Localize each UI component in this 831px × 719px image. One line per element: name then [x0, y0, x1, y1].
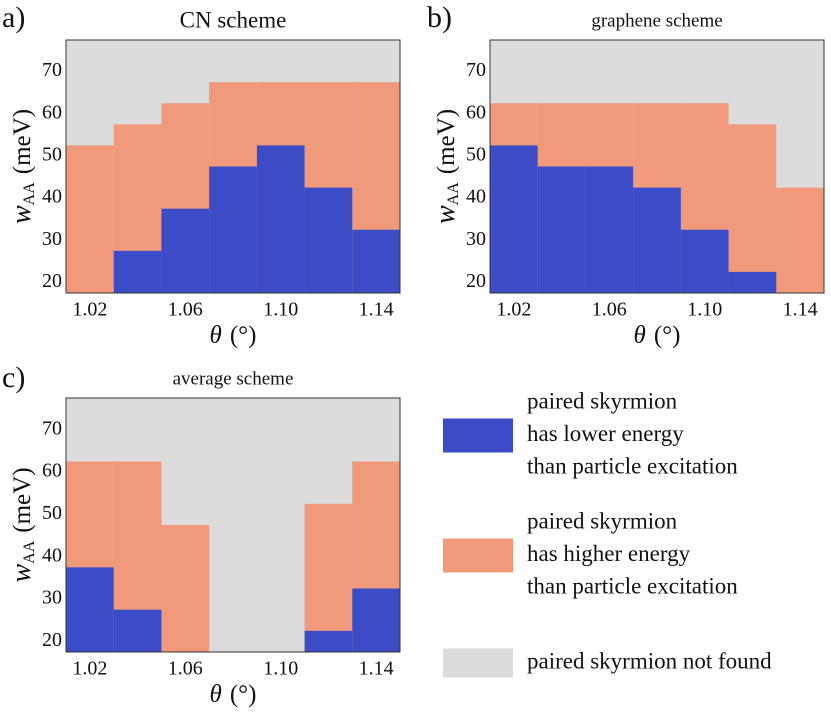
cell-bar — [352, 588, 400, 652]
cell-bar — [256, 145, 305, 293]
x-axis-label: θ (°) — [210, 322, 257, 349]
x-axis-unit: (°) — [230, 322, 257, 349]
legend-label: paired skyrmion — [527, 508, 678, 533]
x-axis-label: θ (°) — [210, 681, 257, 708]
x-tick-label: 1.10 — [263, 299, 298, 321]
legend-swatch — [443, 648, 513, 678]
cell-bar — [728, 124, 777, 293]
y-tick-label: 30 — [42, 587, 62, 609]
x-tick-label: 1.14 — [783, 299, 818, 321]
y-tick-label: 20 — [42, 629, 62, 651]
y-tick-label: 60 — [42, 101, 62, 123]
legend-swatch — [443, 418, 513, 453]
x-axis-unit: (°) — [230, 681, 257, 708]
x-axis-symbol: θ — [634, 322, 646, 349]
x-tick-label: 1.14 — [359, 299, 394, 321]
panel-label: b) — [427, 1, 452, 34]
chart-title: graphene scheme — [591, 10, 722, 31]
legend-label: than particle excitation — [527, 573, 738, 598]
plot-frame — [65, 39, 401, 294]
cell-bar — [66, 145, 114, 293]
y-tick-label: 70 — [42, 417, 62, 439]
x-tick-label: 1.06 — [168, 658, 203, 680]
legend-swatch — [443, 538, 513, 573]
y-axis-unit: (meV) — [9, 109, 36, 174]
y-tick-label: 50 — [466, 144, 486, 166]
y-tick-label: 40 — [466, 186, 486, 208]
legend-label: than particle excitation — [527, 453, 738, 478]
y-axis-symbol: w — [6, 205, 37, 224]
legend-label: has higher energy — [527, 541, 691, 566]
x-axis-symbol: θ — [210, 681, 222, 708]
cell-bar — [537, 166, 586, 293]
cell-bar — [352, 229, 400, 293]
cell-bar — [66, 567, 114, 652]
y-tick-label: 50 — [42, 144, 62, 166]
cell-bar — [585, 166, 634, 293]
x-tick-label: 1.14 — [359, 658, 394, 680]
y-axis-symbol: w — [430, 205, 461, 224]
y-tick-label: 70 — [42, 59, 62, 81]
x-tick-label: 1.02 — [72, 658, 107, 680]
y-tick-label: 30 — [466, 228, 486, 250]
cell-bar — [776, 187, 824, 293]
cell-bar — [304, 187, 353, 293]
legend-label: paired skyrmion — [527, 388, 678, 413]
x-axis-symbol: θ — [210, 322, 222, 349]
x-tick-label: 1.02 — [72, 299, 107, 321]
y-axis-subscript: AA — [445, 182, 462, 206]
cell-bar — [161, 525, 210, 652]
cell-bar — [680, 229, 729, 293]
y-tick-label: 20 — [42, 270, 62, 292]
cell-bar — [304, 503, 353, 652]
y-axis-unit: (meV) — [433, 109, 460, 174]
cell-bar — [209, 166, 257, 293]
y-tick-label: 60 — [466, 101, 486, 123]
y-tick-label: 40 — [42, 544, 62, 566]
chart-title: CN scheme — [180, 7, 287, 32]
plot-frame — [489, 39, 825, 294]
y-axis-label: wAA (meV) — [6, 467, 37, 582]
y-tick-label: 20 — [466, 270, 486, 292]
x-tick-label: 1.06 — [592, 299, 627, 321]
cell-bar — [161, 208, 210, 293]
y-tick-label: 40 — [42, 186, 62, 208]
cell-bar — [304, 630, 353, 652]
x-tick-label: 1.02 — [496, 299, 531, 321]
x-axis-unit: (°) — [654, 322, 681, 349]
cell-bar — [728, 271, 777, 293]
legend-label: has lower energy — [527, 421, 684, 446]
y-tick-label: 60 — [42, 460, 62, 482]
y-axis-symbol: w — [6, 564, 37, 583]
y-axis-subscript: AA — [21, 182, 38, 206]
y-tick-label: 70 — [466, 59, 486, 81]
y-tick-label: 30 — [42, 228, 62, 250]
y-tick-label: 50 — [42, 502, 62, 524]
cell-bar — [113, 250, 162, 293]
cell-bar — [633, 187, 681, 293]
y-axis-label: wAA (meV) — [6, 109, 37, 224]
plot-frame — [65, 397, 401, 653]
panel-label: c) — [2, 361, 25, 394]
x-axis-label: θ (°) — [634, 322, 681, 349]
cell-bar — [490, 145, 538, 293]
y-axis-subscript: AA — [21, 540, 38, 564]
x-tick-label: 1.10 — [263, 658, 298, 680]
panel-label: a) — [2, 1, 25, 34]
y-axis-unit: (meV) — [9, 467, 36, 532]
legend-label: paired skyrmion not found — [527, 648, 772, 673]
y-axis-label: wAA (meV) — [430, 109, 461, 224]
chart-title: average scheme — [173, 368, 294, 389]
cell-bar — [113, 609, 162, 652]
x-tick-label: 1.06 — [168, 299, 203, 321]
x-tick-label: 1.10 — [687, 299, 722, 321]
